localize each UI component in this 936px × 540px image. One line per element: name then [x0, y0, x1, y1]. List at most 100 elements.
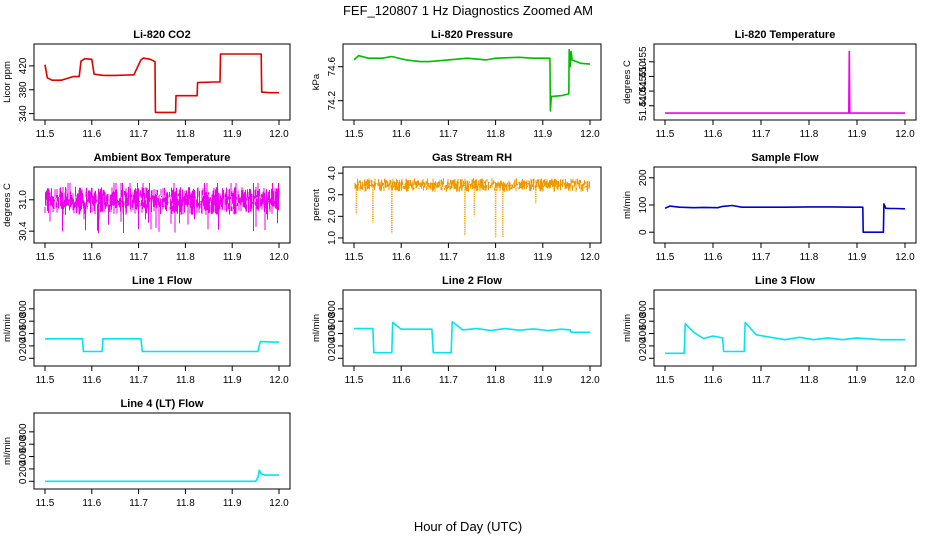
- y-tick-label: 800: [18, 423, 29, 440]
- x-tick-label: 11.8: [176, 252, 195, 263]
- x-tick-label: 11.7: [439, 129, 458, 140]
- x-tick-label: 11.8: [800, 129, 819, 140]
- x-tick-label: 11.9: [848, 129, 867, 140]
- panel-li820-temperature: Li-820 Temperature 11.5 11.6 11.7 11.8 11.9 12…: [622, 29, 917, 140]
- x-tick-label: 11.9: [533, 375, 552, 386]
- x-tick-label: 11.8: [800, 252, 819, 263]
- x-tick-label: 11.9: [223, 498, 242, 509]
- series-line: [665, 50, 905, 114]
- x-tick-label: 11.7: [752, 252, 771, 263]
- x-tick-label: 11.6: [704, 252, 723, 263]
- y-axis-label: degrees C: [2, 183, 13, 227]
- x-tick-label: 11.6: [82, 252, 101, 263]
- y-tick-label: 400: [327, 325, 338, 342]
- plot-frame: [33, 412, 291, 490]
- x-tick-label: 11.7: [129, 375, 148, 386]
- x-tick-label: 11.6: [82, 498, 101, 509]
- x-tick-label: 11.5: [656, 252, 675, 263]
- x-tick-label: 11.7: [439, 252, 458, 263]
- y-tick-label: 600: [638, 312, 649, 329]
- y-tick-label: 51.445: [638, 75, 649, 106]
- y-axis-label: ml/min: [2, 437, 13, 465]
- x-tick-label: 11.9: [848, 375, 867, 386]
- x-tick-label: 12.0: [895, 375, 915, 386]
- y-tick-label: 600: [18, 435, 29, 452]
- y-tick-label: 0: [638, 229, 649, 235]
- y-tick-label: 0: [638, 355, 649, 361]
- panel-gas-stream-rh: Gas Stream RH 11.5 11.6 11.7 11.8 11.9 12.0 1.0…: [311, 152, 602, 263]
- x-tick-label: 11.8: [176, 375, 195, 386]
- x-tick-label: 12.0: [580, 375, 600, 386]
- y-tick-label: 2.0: [327, 209, 338, 223]
- x-tick-label: 11.5: [345, 375, 364, 386]
- y-tick-label: 400: [638, 325, 649, 342]
- x-tick-label: 11.6: [392, 129, 411, 140]
- x-tick-label: 11.5: [345, 129, 364, 140]
- x-tick-label: 12.0: [580, 252, 600, 263]
- panel-title: Line 3 Flow: [755, 275, 815, 287]
- plot-frame: [653, 289, 917, 367]
- x-tick-label: 11.7: [129, 129, 148, 140]
- series-line: [44, 183, 280, 234]
- y-tick-label: 1.0: [327, 231, 338, 245]
- series-dips: [355, 185, 537, 238]
- y-tick-label: 31.0: [18, 190, 29, 210]
- series-line: [45, 469, 279, 483]
- y-tick-label: 200: [18, 460, 29, 477]
- x-axis-label: Hour of Day (UTC): [414, 519, 522, 534]
- x-tick-label: 12.0: [580, 129, 600, 140]
- panel-title: Line 4 (LT) Flow: [121, 398, 204, 410]
- x-tick-label: 11.7: [439, 375, 458, 386]
- x-tick-label: 11.7: [752, 129, 771, 140]
- x-tick-label: 11.5: [36, 252, 55, 263]
- panel-sample-flow: Sample Flow 11.5 11.6 11.7 11.8 11.9 12.0 0 100 2…: [622, 152, 917, 263]
- plot-frame: [33, 289, 291, 367]
- panel-title: Li-820 Temperature: [735, 29, 836, 41]
- y-tick-label: 200: [18, 337, 29, 354]
- panel-title: Line 2 Flow: [442, 275, 502, 287]
- x-tick-label: 11.9: [848, 252, 867, 263]
- y-axis-label: ml/min: [622, 191, 633, 219]
- y-tick-label: 74.2: [327, 91, 338, 111]
- panel-title: Li-820 CO2: [133, 29, 190, 41]
- y-tick-label: 100: [638, 196, 649, 213]
- y-tick-label: 0: [18, 478, 29, 484]
- x-tick-label: 11.5: [36, 498, 55, 509]
- x-tick-label: 11.5: [656, 129, 675, 140]
- y-tick-label: 0: [327, 355, 338, 361]
- x-tick-label: 11.9: [223, 375, 242, 386]
- y-tick-label: 30.4: [18, 221, 29, 241]
- y-tick-label: 51.440: [638, 90, 649, 121]
- series-line: [45, 338, 280, 353]
- x-tick-label: 11.8: [176, 498, 195, 509]
- series-line: [44, 53, 279, 114]
- plot-frame: [342, 289, 602, 367]
- y-tick-label: 400: [18, 325, 29, 342]
- plot-frame: [342, 166, 602, 244]
- panel-li820-co2: Li-820 CO2 11.5 11.6 11.7 11.8 11.9 12.0 340 380…: [2, 29, 291, 140]
- x-tick-label: 11.6: [392, 375, 411, 386]
- panel-title: Sample Flow: [751, 152, 819, 164]
- x-tick-label: 11.7: [129, 498, 148, 509]
- x-tick-label: 11.9: [223, 129, 242, 140]
- figure-title: FEF_120807 1 Hz Diagnostics Zoomed AM: [343, 3, 593, 18]
- plot-frame: [33, 43, 291, 121]
- panel-title: Gas Stream RH: [432, 152, 512, 164]
- panel-line3-flow: Line 3 Flow 11.5 11.6 11.7 11.8 11.9 12.0 02004…: [622, 275, 917, 386]
- y-tick-label: 340: [18, 105, 29, 122]
- y-tick-label: 200: [638, 337, 649, 354]
- series-line: [353, 48, 591, 112]
- y-tick-label: 4.0: [327, 166, 338, 180]
- y-tick-label: 400: [18, 448, 29, 465]
- series-line: [354, 321, 590, 354]
- panel-line2-flow: Line 2 Flow 11.5 11.6 11.7 11.8 11.9 12.0 02004…: [311, 275, 602, 386]
- x-tick-label: 11.5: [345, 252, 364, 263]
- series-line: [664, 203, 906, 233]
- x-tick-label: 11.8: [486, 375, 505, 386]
- x-tick-label: 11.7: [752, 375, 771, 386]
- y-tick-label: 0: [18, 355, 29, 361]
- x-tick-label: 11.5: [36, 375, 55, 386]
- y-tick-label: 420: [18, 57, 29, 74]
- series-line: [353, 178, 591, 192]
